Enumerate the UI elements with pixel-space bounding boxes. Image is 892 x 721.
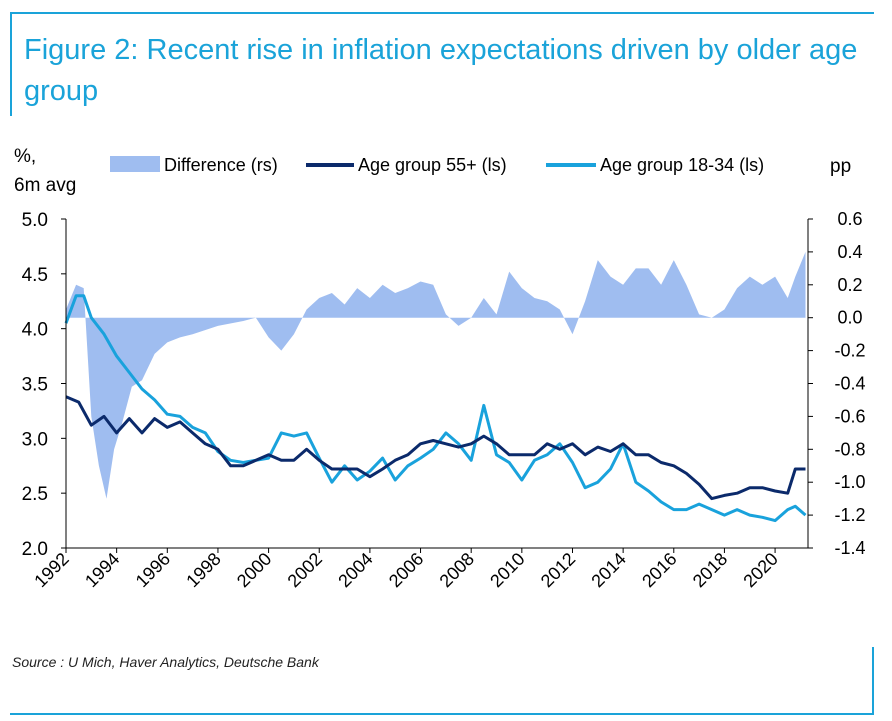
y-left-tick-label: 2.0 [22,539,48,560]
x-tick-label: 2016 [638,549,680,591]
y-right-tick-label: -1.2 [834,505,865,525]
frame-left-rule [10,12,12,116]
x-tick-label: 2006 [385,549,427,591]
legend-difference-swatch [110,156,160,172]
y-left-tick-label: 4.0 [22,320,48,341]
y-left-tick-label: 4.5 [22,265,48,286]
x-tick-label: 2004 [334,549,376,591]
source-note: Source : U Mich, Haver Analytics, Deutsc… [12,654,319,670]
age-55plus-line [65,395,806,501]
left-axis-label-line2: 6m avg [14,175,76,196]
age-18-34-line [64,294,807,523]
y-right-tick-label: -1.4 [834,538,865,558]
y-right-tick-label: -0.8 [834,439,865,459]
legend-55plus-label: Age group 55+ (ls) [358,155,507,175]
y-right-tick-label: -0.6 [834,406,865,426]
y-right-tick-label: 0.6 [837,209,862,229]
frame-right-rule [872,647,874,715]
legend-difference-label: Difference (rs) [164,155,278,175]
y-left-tick-label: 5.0 [22,210,48,231]
x-tick-label: 2010 [486,549,528,591]
x-tick-label: 2000 [233,549,275,591]
x-tick-label: 2018 [689,549,731,591]
legend-18-34-label: Age group 18-34 (ls) [600,155,764,175]
y-right-tick-label: 0.4 [837,242,862,262]
y-right-tick-label: 0.0 [837,308,862,328]
y-right-tick-label: -0.4 [834,374,865,394]
x-tick-label: 2014 [588,549,630,591]
y-right-tick-label: -0.2 [834,341,865,361]
chart-title: Figure 2: Recent rise in inflation expec… [24,34,858,107]
frame-bottom-rule [10,713,874,715]
y-left-tick-label: 3.5 [22,375,48,396]
left-axis-label: %, [14,146,36,167]
y-left-tick-label: 2.5 [22,484,48,505]
x-tick-label: 2020 [739,549,781,591]
x-tick-label: 2008 [436,549,478,591]
y-right-tick-label: -1.0 [834,472,865,492]
y-right-tick-label: 0.2 [837,275,862,295]
frame-top-rule [10,12,874,14]
x-tick-label: 1994 [81,549,123,591]
x-tick-label: 1998 [182,549,224,591]
difference-area [66,251,806,499]
x-tick-label: 2012 [537,549,579,591]
x-tick-label: 1996 [132,549,174,591]
x-tick-label: 2002 [284,549,326,591]
y-left-tick-label: 3.0 [22,429,48,450]
right-axis-label: pp [830,156,851,177]
